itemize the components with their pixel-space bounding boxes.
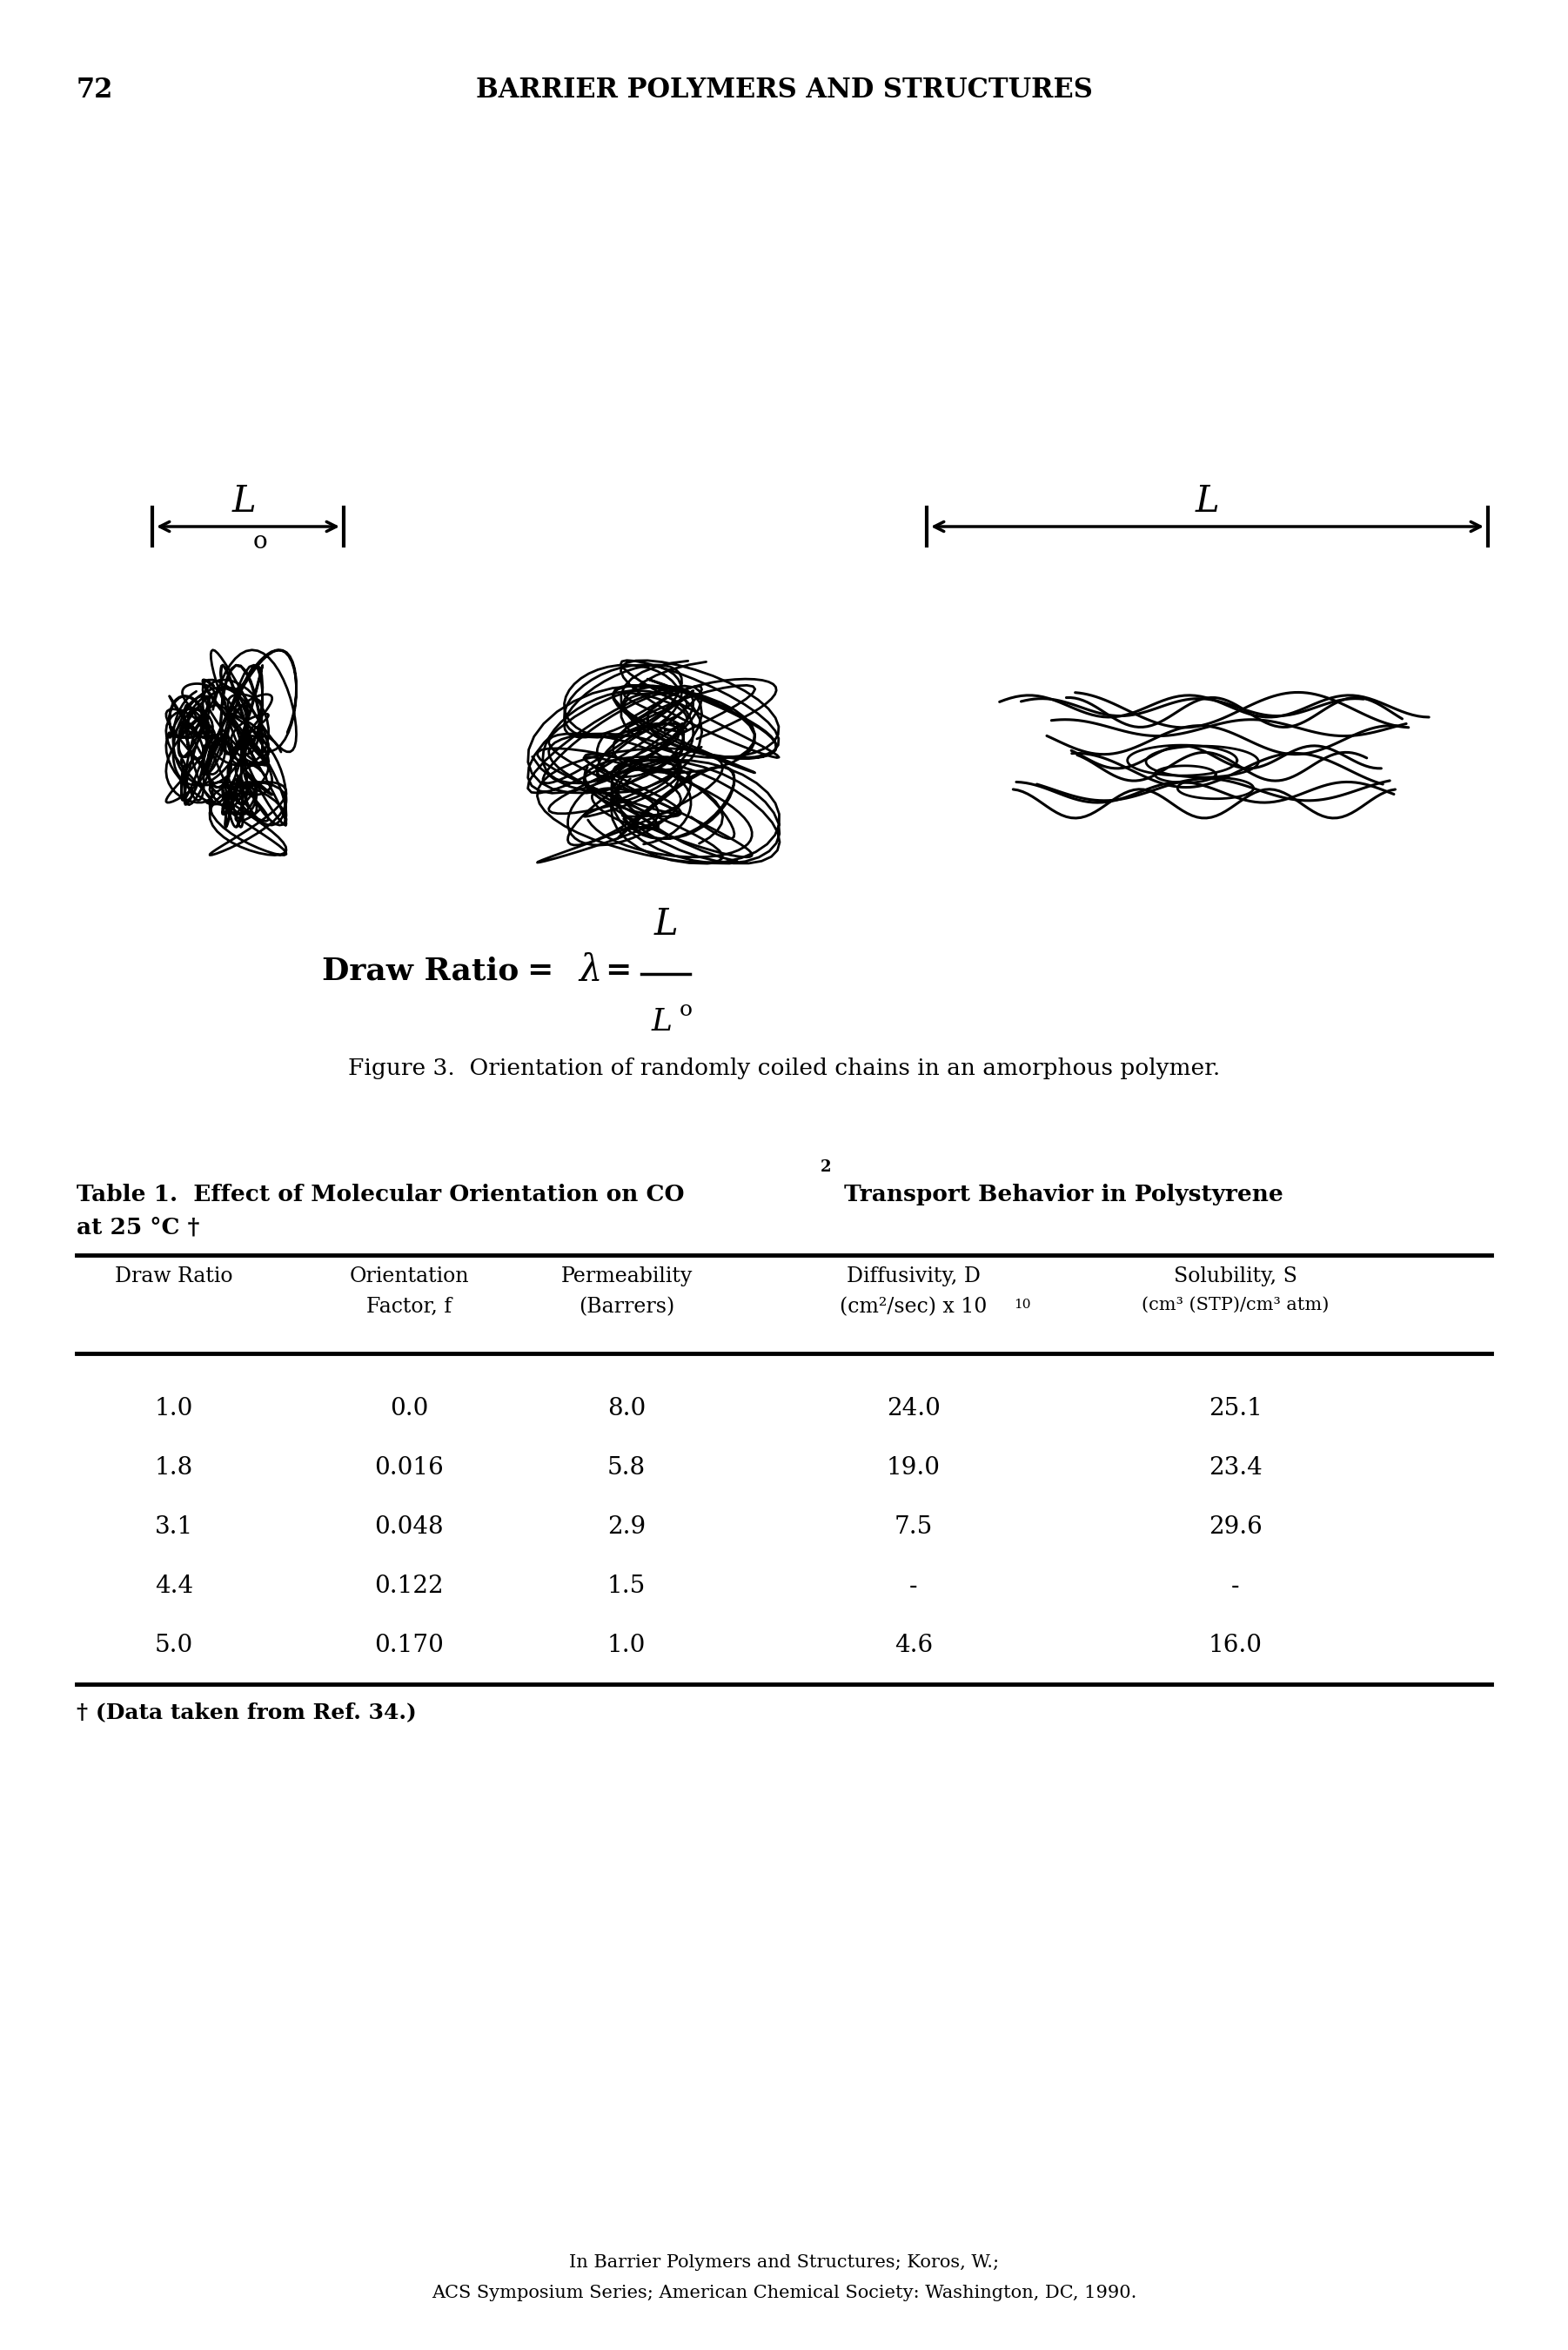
Text: 5.8: 5.8 [607, 1455, 646, 1478]
Text: 0.170: 0.170 [375, 1633, 444, 1657]
Text: Diffusivity, D: Diffusivity, D [847, 1267, 980, 1285]
Text: 72: 72 [77, 78, 113, 103]
Text: 23.4: 23.4 [1209, 1455, 1262, 1478]
Text: 5.0: 5.0 [155, 1633, 193, 1657]
Text: o: o [252, 531, 268, 555]
Text: Draw Ratio: Draw Ratio [321, 956, 519, 985]
Text: 0.122: 0.122 [375, 1574, 444, 1598]
Text: 0.048: 0.048 [375, 1516, 444, 1539]
Text: 10: 10 [1014, 1300, 1030, 1311]
Text: 19.0: 19.0 [886, 1455, 941, 1478]
Text: L: L [232, 484, 256, 519]
Text: 2: 2 [820, 1159, 831, 1175]
Text: 29.6: 29.6 [1209, 1516, 1262, 1539]
Text: Figure 3.  Orientation of randomly coiled chains in an amorphous polymer.: Figure 3. Orientation of randomly coiled… [348, 1058, 1220, 1079]
Text: L: L [1195, 484, 1220, 519]
Text: 1.0: 1.0 [155, 1396, 193, 1419]
Text: L: L [652, 1008, 673, 1036]
Text: 4.4: 4.4 [155, 1574, 193, 1598]
Text: In Barrier Polymers and Structures; Koros, W.;: In Barrier Polymers and Structures; Koro… [569, 2254, 999, 2270]
Text: Transport Behavior in Polystyrene: Transport Behavior in Polystyrene [836, 1184, 1283, 1206]
Text: 1.8: 1.8 [155, 1455, 193, 1478]
Text: 4.6: 4.6 [894, 1633, 933, 1657]
Text: 24.0: 24.0 [887, 1396, 941, 1419]
Text: λ: λ [579, 952, 602, 989]
Text: 1.0: 1.0 [607, 1633, 646, 1657]
Text: -: - [909, 1574, 917, 1598]
Text: 16.0: 16.0 [1209, 1633, 1262, 1657]
Text: =: = [527, 956, 552, 985]
Text: BARRIER POLYMERS AND STRUCTURES: BARRIER POLYMERS AND STRUCTURES [475, 78, 1093, 103]
Text: =: = [605, 956, 630, 985]
Text: 0.016: 0.016 [375, 1455, 444, 1478]
Text: -: - [1231, 1574, 1240, 1598]
Text: (cm³ (STP)/cm³ atm): (cm³ (STP)/cm³ atm) [1142, 1297, 1330, 1314]
Text: Permeability: Permeability [561, 1267, 693, 1285]
Text: at 25 °C †: at 25 °C † [77, 1217, 199, 1238]
Text: o: o [679, 1001, 693, 1020]
Text: Orientation: Orientation [350, 1267, 469, 1285]
Text: 1.5: 1.5 [607, 1574, 646, 1598]
Text: 8.0: 8.0 [607, 1396, 646, 1419]
Text: 0.0: 0.0 [390, 1396, 428, 1419]
Text: ACS Symposium Series; American Chemical Society: Washington, DC, 1990.: ACS Symposium Series; American Chemical … [431, 2284, 1137, 2301]
Text: Draw Ratio: Draw Ratio [114, 1267, 234, 1285]
Text: (Barrers): (Barrers) [579, 1297, 674, 1316]
Text: † (Data taken from Ref. 34.): † (Data taken from Ref. 34.) [77, 1701, 417, 1723]
Text: (cm²/sec) x 10: (cm²/sec) x 10 [840, 1297, 988, 1316]
Text: Factor, f: Factor, f [367, 1297, 452, 1316]
Text: 3.1: 3.1 [155, 1516, 193, 1539]
Text: 25.1: 25.1 [1209, 1396, 1262, 1419]
Text: L: L [654, 907, 677, 942]
Text: 7.5: 7.5 [894, 1516, 933, 1539]
Text: Solubility, S: Solubility, S [1174, 1267, 1297, 1285]
Text: Table 1.  Effect of Molecular Orientation on CO: Table 1. Effect of Molecular Orientation… [77, 1184, 684, 1206]
Text: 2.9: 2.9 [607, 1516, 646, 1539]
